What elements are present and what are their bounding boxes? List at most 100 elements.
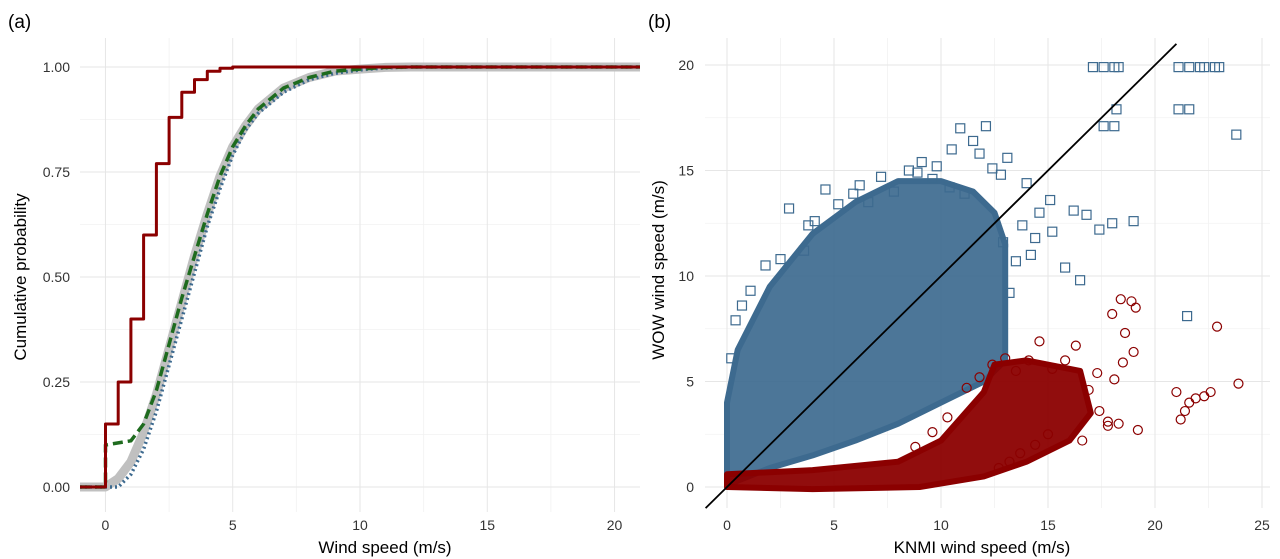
panel-a-grid [80, 38, 640, 512]
panel-b-circle-point [1061, 356, 1070, 365]
panel-b-square-point [746, 286, 755, 295]
panel-b-y-tick-labels: 0 5 10 15 20 [678, 57, 694, 495]
panel-b-square-point [1174, 63, 1183, 72]
panel-b-square-point [1088, 63, 1097, 72]
panel-a-x-tick-label: 0 [102, 517, 110, 533]
panel-b-x-tick-label: 15 [1040, 517, 1056, 533]
panel-b-square-point [1185, 105, 1194, 114]
panel-b-circle-point [1035, 337, 1044, 346]
panel-b-square-point [1011, 257, 1020, 266]
panel-b-x-tick-label: 0 [723, 517, 731, 533]
panel-a-y-tick-label: 0.75 [43, 164, 70, 180]
panel-b-y-tick-label: 15 [678, 163, 694, 179]
panel-b-square-point [988, 164, 997, 173]
panel-b-circle-point [1118, 358, 1127, 367]
panel-b-circle-point [1121, 328, 1130, 337]
panel-b-square-point [1129, 217, 1138, 226]
panel-b-square-point [877, 172, 886, 181]
panel-b-circle-point [1071, 341, 1080, 350]
panel-b-square-point [917, 158, 926, 167]
panel-b-square-point [1031, 234, 1040, 243]
panel-b-x-tick-label: 20 [1147, 517, 1163, 533]
panel-b-square-point [821, 185, 830, 194]
panel-b-square-point [1048, 227, 1057, 236]
panel-a-x-tick-labels: 0 5 10 15 20 [102, 517, 623, 533]
panel-b-x-tick-label: 5 [830, 517, 838, 533]
panel-a-x-axis-label: Wind speed (m/s) [318, 538, 451, 557]
panel-b-square-point [975, 149, 984, 158]
panel-b-square-point [1035, 208, 1044, 217]
panel-b-square-point [1026, 250, 1035, 259]
panel-b-circle-point [943, 413, 952, 422]
panel-b-y-tick-label: 5 [686, 374, 694, 390]
panel-a-y-axis-label: Cumulative probability [11, 193, 30, 361]
panel-b-square-point [1099, 63, 1108, 72]
panel-a-cdf-chart: (a) 0 5 10 15 20 0.000.250.500.751.00 Wind s… [8, 12, 640, 557]
panel-a-y-tick-label: 1.00 [43, 59, 70, 75]
panel-a-x-tick-label: 20 [607, 517, 623, 533]
panel-b-circle-point [1176, 415, 1185, 424]
panel-b-square-point [1061, 263, 1070, 272]
panel-b-square-point [1076, 276, 1085, 285]
panel-b-square-point [785, 204, 794, 213]
panel-b-circle-point [1191, 394, 1200, 403]
panel-b-square-point [1003, 153, 1012, 162]
panel-b-y-tick-label: 10 [678, 268, 694, 284]
panel-b-circle-point [1206, 388, 1215, 397]
panel-b-square-point [849, 189, 858, 198]
panel-b-circle-point [1095, 407, 1104, 416]
panel-b-circle-point [928, 428, 937, 437]
panel-b-square-point [731, 316, 740, 325]
panel-b-square-point [1046, 196, 1055, 205]
panel-a-y-tick-label: 0.50 [43, 269, 70, 285]
panel-a-y-tick-label: 0.00 [43, 479, 70, 495]
panel-b-point-clouds [727, 181, 1091, 489]
panel-a-x-tick-label: 5 [229, 517, 237, 533]
panel-b-x-axis-label: KNMI wind speed (m/s) [894, 538, 1071, 557]
panel-b-square-point [1082, 210, 1091, 219]
panel-b-circle-point [1213, 322, 1222, 331]
panel-b-x-tick-labels: 0 5 10 15 20 25 [723, 517, 1270, 533]
panel-b-circle-point [1108, 309, 1117, 318]
panel-b-square-point [1185, 63, 1194, 72]
panel-b-circle-point [1078, 436, 1087, 445]
panel-b-square-point [855, 181, 864, 190]
panel-b-y-tick-label: 0 [686, 479, 694, 495]
panel-b-y-tick-label: 20 [678, 57, 694, 73]
panel-b-x-tick-label: 25 [1254, 517, 1270, 533]
panel-b-square-point [1232, 130, 1241, 139]
panel-b-circle-point [1234, 379, 1243, 388]
panel-a-x-tick-label: 15 [479, 517, 495, 533]
panel-b-circle-point [1133, 426, 1142, 435]
panel-b-circle-point [1200, 392, 1209, 401]
panel-b-label: (b) [648, 12, 671, 33]
panel-b-circle-point [1127, 297, 1136, 306]
panel-a-y-tick-labels: 0.00 0.25 0.50 0.75 1.00 [43, 59, 70, 495]
panel-b-circle-point [1172, 388, 1181, 397]
panel-b-y-axis-label: WOW wind speed (m/s) [649, 180, 668, 359]
panel-a-label: (a) [8, 12, 31, 33]
panel-b-scatter-chart: (b) 0 5 10 15 20 25 0 5 10 15 20 KNMI wind speed … [648, 12, 1270, 557]
panel-b-square-point [1069, 206, 1078, 215]
panel-b-square-point [1018, 221, 1027, 230]
panel-b-square-point [737, 301, 746, 310]
panel-b-circle-point [1131, 303, 1140, 312]
panel-b-circle-point [1116, 295, 1125, 304]
panel-b-square-point [947, 145, 956, 154]
panel-b-circle-point [1129, 347, 1138, 356]
panel-b-circle-point [1110, 375, 1119, 384]
panel-b-square-point [834, 200, 843, 209]
panel-b-square-point [913, 168, 922, 177]
panel-b-square-point [932, 162, 941, 171]
panel-b-square-point [1110, 122, 1119, 131]
panel-b-square-point [1022, 179, 1031, 188]
panel-b-square-point [956, 124, 965, 133]
panel-b-square-point [761, 261, 770, 270]
panel-b-circle-point [1185, 398, 1194, 407]
panel-b-square-point [969, 136, 978, 145]
panel-b-square-point [981, 122, 990, 131]
panel-b-square-point [996, 170, 1005, 179]
panel-b-circle-point [1093, 369, 1102, 378]
panel-b-square-point [1183, 312, 1192, 321]
panel-b-square-point [1174, 105, 1183, 114]
